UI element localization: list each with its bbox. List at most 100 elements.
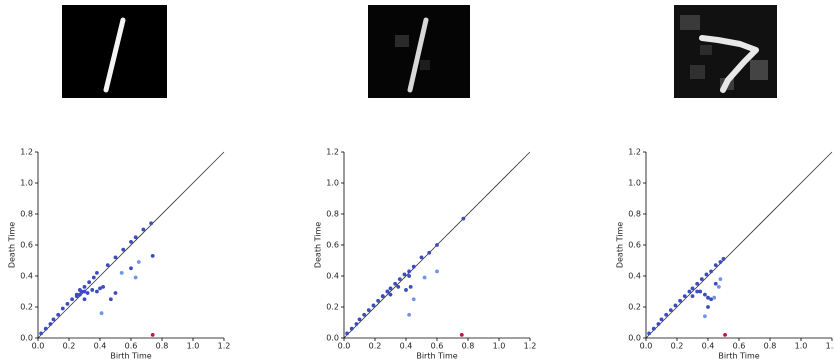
point [669, 308, 673, 312]
point [95, 271, 99, 275]
diagonal [38, 152, 224, 338]
point [39, 331, 43, 335]
point [393, 282, 397, 286]
point [362, 313, 366, 317]
point [92, 276, 96, 280]
point [695, 290, 699, 294]
point [87, 280, 91, 284]
y-tick-label: 1.0 [20, 179, 33, 188]
point [114, 291, 118, 295]
point [134, 235, 138, 239]
point [396, 285, 400, 289]
y-tick-label: 0.4 [326, 272, 339, 281]
point [355, 322, 359, 326]
y-tick-label: 0.4 [628, 272, 641, 281]
digit-image [368, 5, 470, 98]
x-tick-label: 1.0 [187, 342, 200, 351]
point [386, 290, 390, 294]
point [691, 287, 695, 291]
point [407, 313, 411, 317]
point [427, 251, 431, 255]
point [95, 290, 99, 294]
point [376, 299, 380, 303]
y-tick-label: 1.2 [326, 148, 339, 157]
point [90, 288, 94, 292]
point [407, 269, 411, 273]
point [372, 304, 376, 308]
point [660, 318, 664, 322]
point [657, 322, 661, 326]
point [719, 260, 723, 264]
point [56, 313, 60, 317]
point [460, 333, 464, 337]
point [66, 302, 70, 306]
figure: 0.0 0.2 0.4 0.6 0.8 1.0 1.2 0.0 0.2 0.4 0.6 0.8 1.0 1… [0, 0, 834, 362]
point [714, 263, 718, 267]
point [120, 271, 124, 275]
x-tick-label: 0.6 [125, 342, 138, 351]
x-tick-label: 0.4 [94, 342, 107, 351]
y-tick-label: 0.0 [628, 334, 641, 343]
point [703, 293, 707, 297]
y-axis-label: Death Time [314, 222, 323, 268]
y-tick-label: 0.6 [20, 241, 33, 250]
point [688, 290, 692, 294]
y-tick-label: 1.2 [628, 148, 641, 157]
y-tick-label: 0.2 [628, 303, 641, 312]
point [705, 273, 709, 277]
y-axis-label: Death Time [8, 222, 17, 268]
point [700, 277, 704, 281]
point [409, 285, 413, 289]
point [70, 297, 74, 301]
digit-image [674, 5, 777, 98]
x-tick-label: 0.2 [369, 342, 382, 351]
point [695, 282, 699, 286]
point [691, 294, 695, 298]
point [714, 282, 718, 286]
point [49, 322, 53, 326]
y-tick-label: 1.0 [628, 179, 641, 188]
x-axis-label: Birth Time [718, 352, 759, 361]
point [381, 294, 385, 298]
point [121, 248, 125, 252]
plot: 0.00.20.40.60.81.01.20.00.20.40.60.81.01… [314, 148, 537, 361]
point [719, 277, 723, 281]
point [678, 299, 682, 303]
point [683, 294, 687, 298]
point [403, 273, 407, 277]
point [83, 297, 87, 301]
point [114, 256, 118, 260]
point [358, 318, 362, 322]
point [722, 257, 726, 261]
point [44, 327, 48, 331]
x-tick-label: 1.2 [218, 342, 231, 351]
digit-image [62, 5, 167, 98]
x-tick-label: 0.4 [702, 342, 715, 351]
point [129, 240, 133, 244]
point [101, 285, 105, 289]
point [435, 243, 439, 247]
point [129, 266, 133, 270]
point [134, 276, 138, 280]
point [647, 331, 651, 335]
point [137, 260, 141, 264]
point [652, 327, 656, 331]
point [664, 313, 668, 317]
x-tick-label: 1.2 [826, 342, 834, 351]
point [709, 269, 713, 273]
x-tick-label: 0.8 [156, 342, 169, 351]
y-tick-label: 0.0 [326, 334, 339, 343]
diagonal [646, 152, 832, 338]
x-tick-label: 0.6 [733, 342, 746, 351]
y-tick-label: 0.8 [20, 210, 33, 219]
point [717, 285, 721, 289]
x-tick-label: 0.0 [640, 342, 653, 351]
point [106, 263, 110, 267]
page: {"chart_data": [ {"type": "scatter", "xl… [0, 0, 834, 362]
point [674, 304, 678, 308]
y-tick-label: 1.0 [326, 179, 339, 188]
y-axis-label: Death Time [616, 222, 625, 268]
y-tick-label: 0.4 [20, 272, 33, 281]
point [78, 293, 82, 297]
